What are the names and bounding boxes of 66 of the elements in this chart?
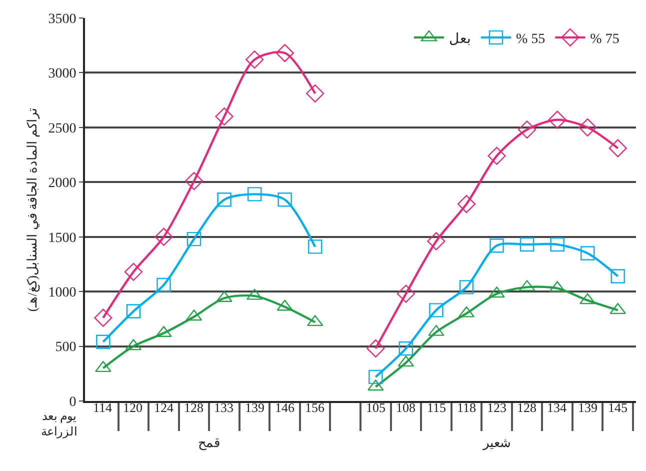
x-tick-label: 124 <box>154 400 174 415</box>
point <box>610 269 625 284</box>
y-tick-label: 3500 <box>48 12 76 27</box>
x-tick-label: 128 <box>517 400 536 415</box>
point <box>308 240 322 254</box>
point <box>550 237 564 252</box>
legend-label: بعل <box>448 32 471 47</box>
point <box>215 107 234 126</box>
x-tick-label: 105 <box>366 400 386 415</box>
point <box>518 120 536 139</box>
point <box>126 304 141 318</box>
y-tick-label: 1000 <box>48 285 76 300</box>
point <box>184 172 204 190</box>
point <box>156 278 171 292</box>
x-tick-label: 115 <box>427 400 446 415</box>
point <box>488 146 506 165</box>
text: شعير <box>482 435 511 451</box>
point <box>186 232 202 246</box>
x-axis-title: يوم بعد الزراعة <box>41 409 77 439</box>
point <box>247 187 262 202</box>
y-tick-label: 2500 <box>48 121 76 136</box>
point <box>94 308 112 327</box>
x-tick-label: 128 <box>184 400 204 415</box>
point <box>490 238 504 253</box>
point <box>548 110 566 129</box>
x-tick-label: 139 <box>245 400 264 415</box>
point <box>278 192 292 207</box>
point <box>429 303 444 318</box>
y-axis-title: تراكم المادة الجافة في السنابل(كغ/هـ) <box>24 107 41 312</box>
x-tick-label: 156 <box>305 400 325 415</box>
point <box>398 341 414 356</box>
x-tick-label: 133 <box>214 400 234 415</box>
x-tick-label: 145 <box>608 400 628 415</box>
x-tick-label: 114 <box>93 400 113 415</box>
point <box>427 232 446 250</box>
point <box>368 370 383 384</box>
point <box>459 280 474 294</box>
x-tick-label: 146 <box>275 400 295 415</box>
y-tick-label: 500 <box>55 340 76 356</box>
point <box>366 339 385 358</box>
point <box>457 194 476 214</box>
x-tick-label: 134 <box>547 400 567 415</box>
point <box>245 50 264 69</box>
point <box>578 118 597 136</box>
y-tick-label: 0 <box>69 394 76 410</box>
point <box>154 228 173 246</box>
point <box>608 139 627 158</box>
point <box>306 84 324 103</box>
legend-label: % 55 <box>516 32 546 47</box>
x-tick-label: 118 <box>457 400 476 415</box>
point <box>96 334 110 350</box>
point <box>217 192 232 207</box>
legend-label: % 75 <box>590 32 620 47</box>
x-tick-label: 123 <box>487 400 506 415</box>
y-tick-label: 2000 <box>48 176 76 192</box>
point <box>124 262 142 281</box>
point <box>520 237 534 252</box>
point <box>580 246 595 260</box>
x-tick-label: 108 <box>396 400 416 415</box>
y-tick-label: 1500 <box>48 230 76 246</box>
point <box>396 284 415 303</box>
y-tick-label: 3000 <box>48 66 76 82</box>
point <box>276 44 294 62</box>
x-tick-label: 120 <box>123 400 142 415</box>
text: قمح <box>198 435 220 451</box>
x-tick-label: 139 <box>578 400 598 415</box>
